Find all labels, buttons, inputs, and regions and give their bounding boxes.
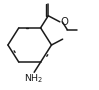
Text: O: O: [61, 17, 69, 27]
Text: NH$_2$: NH$_2$: [24, 73, 43, 86]
